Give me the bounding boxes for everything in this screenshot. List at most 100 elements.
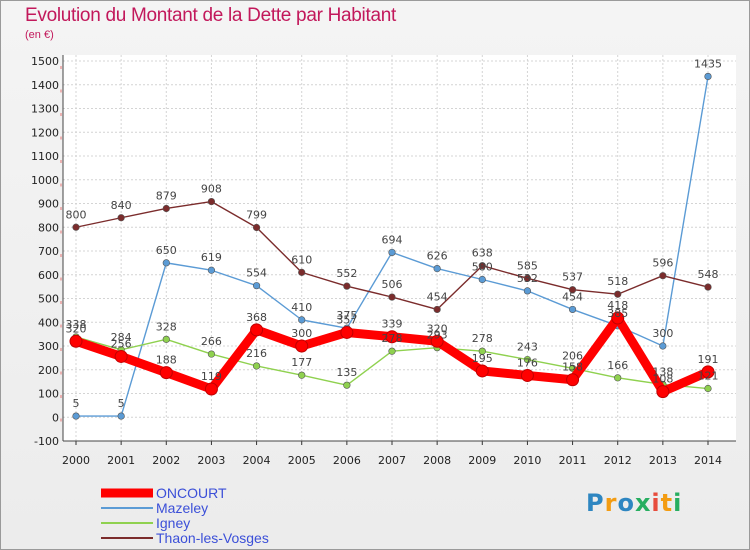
data-point bbox=[159, 366, 173, 380]
data-point bbox=[566, 373, 580, 387]
data-point bbox=[343, 381, 351, 389]
y-tick-label: 200 bbox=[38, 364, 59, 377]
data-point bbox=[385, 330, 399, 344]
data-point bbox=[207, 198, 216, 206]
y-tick-label: 1100 bbox=[31, 150, 59, 163]
data-label: 610 bbox=[291, 253, 312, 266]
data-label: 840 bbox=[111, 199, 132, 212]
y-tick-label: 600 bbox=[38, 269, 59, 282]
data-point bbox=[388, 248, 396, 257]
logo-letter: i bbox=[673, 489, 683, 517]
y-tick-label: 1500 bbox=[31, 55, 59, 68]
x-tick-label: 2008 bbox=[423, 454, 451, 467]
data-point bbox=[430, 334, 444, 348]
data-label: 119 bbox=[201, 370, 222, 383]
data-point bbox=[704, 283, 712, 291]
data-label: 166 bbox=[607, 359, 628, 372]
x-tick-label: 2009 bbox=[468, 454, 496, 467]
data-label: 357 bbox=[336, 313, 357, 326]
data-label: 284 bbox=[111, 331, 132, 344]
data-point bbox=[117, 214, 125, 222]
data-label: 596 bbox=[652, 257, 673, 270]
x-tick-label: 2005 bbox=[288, 454, 316, 467]
data-point bbox=[568, 305, 577, 314]
data-label: 188 bbox=[156, 354, 177, 367]
y-tick-label: 900 bbox=[38, 198, 59, 211]
data-point bbox=[252, 282, 261, 290]
data-point bbox=[343, 282, 351, 290]
data-point bbox=[162, 335, 170, 343]
data-point bbox=[388, 347, 396, 355]
data-point bbox=[704, 72, 712, 81]
x-tick-label: 2007 bbox=[378, 454, 406, 467]
data-point bbox=[704, 384, 712, 393]
data-label: 532 bbox=[517, 272, 538, 285]
legend-label: ONCOURT bbox=[156, 485, 227, 501]
data-label: 879 bbox=[156, 189, 177, 202]
data-label: 135 bbox=[336, 366, 357, 379]
y-tick-label: 1300 bbox=[31, 103, 59, 116]
y-tick-label: 1000 bbox=[31, 174, 59, 187]
y-tick-label: 0 bbox=[52, 411, 59, 424]
data-label: 799 bbox=[246, 208, 267, 221]
data-label: 256 bbox=[111, 337, 132, 350]
y-tick-label: 400 bbox=[38, 316, 59, 329]
data-point bbox=[478, 275, 486, 284]
data-label: 177 bbox=[291, 356, 312, 369]
x-tick-label: 2006 bbox=[333, 454, 361, 467]
data-label: 552 bbox=[336, 267, 357, 280]
x-tick-label: 2011 bbox=[559, 454, 587, 467]
data-label: 339 bbox=[382, 318, 403, 331]
data-point bbox=[523, 287, 532, 295]
y-tick-label: -100 bbox=[34, 435, 59, 448]
data-label: 278 bbox=[382, 332, 403, 345]
data-point bbox=[69, 334, 83, 348]
data-label: 410 bbox=[291, 301, 312, 314]
data-point bbox=[388, 293, 396, 301]
data-label: 176 bbox=[517, 356, 538, 369]
x-tick-label: 2013 bbox=[649, 454, 677, 467]
x-tick-label: 2012 bbox=[604, 454, 632, 467]
data-label: 908 bbox=[201, 183, 222, 196]
x-tick-label: 2004 bbox=[243, 454, 271, 467]
data-label: 266 bbox=[201, 335, 222, 348]
data-point bbox=[162, 259, 170, 267]
data-point bbox=[340, 325, 354, 339]
x-tick-label: 2001 bbox=[107, 454, 135, 467]
data-label: 650 bbox=[156, 244, 177, 257]
data-point bbox=[114, 349, 128, 363]
data-label: 338 bbox=[66, 318, 87, 331]
data-label: 518 bbox=[607, 275, 628, 288]
legend-label: Igney bbox=[156, 515, 190, 531]
data-label: 320 bbox=[66, 322, 87, 335]
data-label: 800 bbox=[66, 208, 87, 221]
y-tick-label: 700 bbox=[38, 245, 59, 258]
data-point bbox=[252, 362, 261, 370]
data-point bbox=[659, 342, 667, 350]
y-tick-label: 1200 bbox=[31, 126, 59, 139]
x-tick-label: 2014 bbox=[694, 454, 722, 467]
data-point bbox=[250, 323, 264, 337]
x-tick-label: 2002 bbox=[152, 454, 180, 467]
y-tick-label: 100 bbox=[38, 388, 59, 401]
data-label: 638 bbox=[472, 247, 493, 260]
data-label: 206 bbox=[562, 349, 583, 362]
data-point bbox=[72, 412, 80, 420]
data-point bbox=[252, 223, 261, 232]
logo-letter: r bbox=[604, 489, 618, 517]
data-label: 195 bbox=[472, 352, 493, 365]
data-label: 108 bbox=[652, 373, 673, 386]
chart-title: Evolution du Montant de la Dette par Hab… bbox=[25, 5, 396, 26]
logo-letter: P bbox=[586, 489, 605, 517]
data-label: 418 bbox=[607, 299, 628, 312]
x-tick-label: 2010 bbox=[513, 454, 541, 467]
data-label: 300 bbox=[652, 327, 673, 340]
data-label: 5 bbox=[73, 397, 80, 410]
data-point bbox=[298, 371, 306, 379]
x-tick-label: 2003 bbox=[197, 454, 225, 467]
data-point bbox=[207, 266, 216, 274]
data-label: 216 bbox=[246, 347, 267, 360]
data-label: 1435 bbox=[694, 57, 722, 70]
